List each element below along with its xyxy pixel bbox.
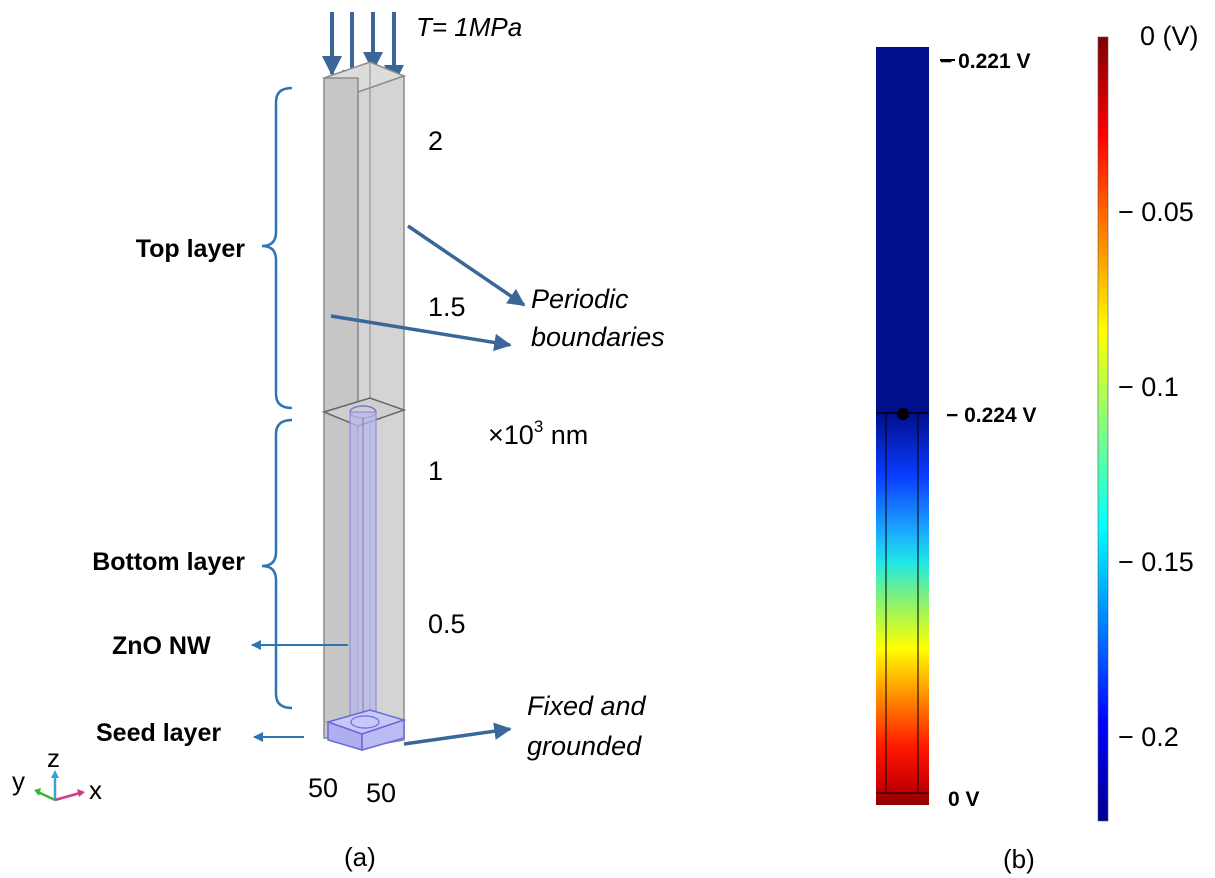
colorbar: 0 (V) − 0.05 − 0.1 − 0.15 − 0.2 <box>1097 21 1199 822</box>
triad-x-label: x <box>89 775 102 805</box>
panel-b-caption: (b) <box>1003 844 1035 874</box>
periodic-arrow <box>330 314 512 352</box>
top-layer-bracket <box>261 86 293 410</box>
bottom-layer-bracket <box>261 418 293 710</box>
panel-a-caption: (a) <box>344 842 376 872</box>
triad-z-arrowhead <box>51 770 59 778</box>
bottom-layer-field <box>876 413 929 805</box>
zno-nw-label: ZnO NW <box>112 632 211 660</box>
colorbar-tick-label: − 0.05 <box>1118 197 1194 227</box>
triad-z-label: z <box>47 743 60 773</box>
panel-b: − 0.221 V − 0.224 V 0 V (b) <box>876 47 1037 874</box>
fixed-annotation-line2: grounded <box>527 731 642 761</box>
triad-y-arrowhead <box>34 788 41 796</box>
top-layer-label: Top layer <box>136 235 246 263</box>
colorbar-top-label: 0 (V) <box>1140 21 1199 51</box>
z-tick-label: 0.5 <box>428 609 466 639</box>
colorbar-tick-label: − 0.2 <box>1118 722 1179 752</box>
colorbar-tick-label: − 0.1 <box>1118 372 1179 402</box>
fixed-arrow <box>403 722 512 746</box>
z-unit-label: ×103 nm <box>488 417 588 450</box>
z-unit-suffix: nm <box>543 420 588 450</box>
load-label: T= 1MPa <box>416 12 522 42</box>
periodic-arrow <box>407 224 526 307</box>
z-tick-label: 1.5 <box>428 292 466 322</box>
z-tick-label: 2 <box>428 126 443 156</box>
base-tick-label: 50 <box>366 778 396 808</box>
z-unit-exponent: 3 <box>534 417 543 436</box>
nanowire-bottom-cap <box>350 715 380 729</box>
colorbar-gradient <box>1097 36 1109 822</box>
panel-a: T= 1MPa 2 1.5 1 0.5 ×103 nm 50 <box>12 12 665 872</box>
top-layer-field <box>876 47 929 413</box>
fixed-annotation-line1: Fixed and <box>527 691 647 721</box>
interface-value-label: − 0.224 V <box>946 404 1037 427</box>
top-value-label: − 0.221 V <box>940 50 1031 73</box>
axis-triad: y z x <box>12 743 102 805</box>
simulation-column <box>321 61 407 752</box>
triad-x-axis <box>54 791 81 802</box>
bottom-value-label: 0 V <box>948 788 980 811</box>
probe-point <box>897 408 909 420</box>
seed-layer-label: Seed layer <box>96 719 221 747</box>
triad-y-label: y <box>12 766 25 796</box>
seed-layer-right <box>361 718 405 751</box>
z-tick-label: 1 <box>428 456 443 486</box>
periodic-annotation-line1: Periodic <box>531 284 629 314</box>
periodic-annotation-line2: boundaries <box>531 322 665 352</box>
triad-y-axis <box>37 790 56 802</box>
colorbar-tick-label: − 0.15 <box>1118 547 1194 577</box>
triad-x-arrowhead <box>77 789 85 797</box>
base-tick-label: 50 <box>308 773 338 803</box>
bottom-layer-label: Bottom layer <box>92 548 245 576</box>
z-unit-prefix: ×10 <box>488 420 534 450</box>
colorbar-ticks: − 0.05 − 0.1 − 0.15 − 0.2 <box>1118 197 1194 752</box>
